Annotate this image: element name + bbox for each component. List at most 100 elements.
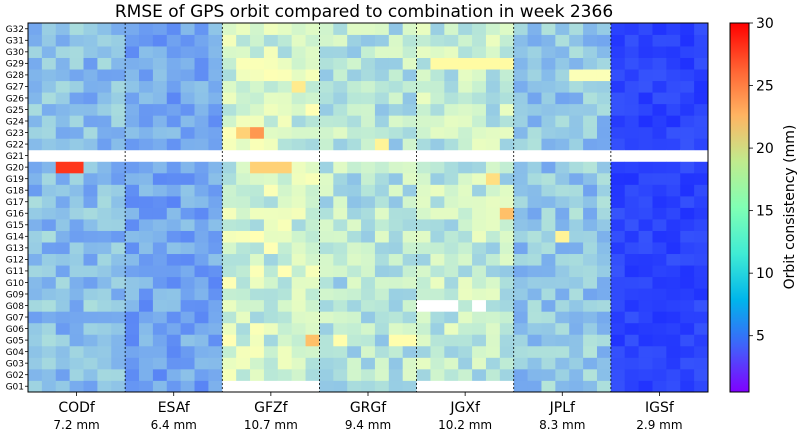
heatmap-cell [374, 126, 390, 139]
heatmap-cell [180, 230, 195, 243]
heatmap-cell [83, 172, 98, 185]
heatmap-cell [305, 299, 320, 312]
heatmap-cell [55, 276, 71, 289]
heatmap-cell [624, 311, 640, 324]
heatmap-cell [388, 311, 404, 324]
heatmap-cell [541, 184, 556, 197]
heatmap-cell [416, 311, 431, 324]
heatmap-cell [166, 126, 182, 139]
heatmap-cell [361, 345, 376, 358]
heatmap-cell [180, 34, 195, 47]
heatmap-cell [513, 288, 528, 301]
heatmap-cell [28, 115, 43, 128]
heatmap-cell [125, 115, 140, 128]
heatmap-cell [236, 103, 251, 116]
heatmap-cell [402, 34, 417, 47]
heatmap-cell [624, 368, 640, 381]
heatmap-cell [41, 138, 57, 151]
heatmap-cell [319, 138, 334, 151]
heatmap-cell [638, 207, 653, 220]
heatmap-cell [610, 357, 626, 370]
heatmap-cell [333, 126, 348, 139]
heatmap-cell [638, 345, 653, 358]
heatmap-cell [97, 195, 112, 208]
heatmap-cell [125, 219, 140, 231]
heatmap-cell [555, 103, 570, 116]
heatmap-cell [208, 276, 223, 289]
y-tick-label: G30 [6, 48, 25, 58]
heatmap-cell [610, 172, 626, 185]
heatmap-cell [666, 23, 681, 35]
heatmap-cell [416, 334, 431, 347]
heatmap-cell [291, 138, 306, 151]
center-name-label: CODf [58, 400, 96, 416]
heatmap-cell [333, 115, 348, 128]
heatmap-cell [652, 126, 667, 139]
heatmap-cell [347, 92, 362, 105]
heatmap-cell [347, 230, 362, 243]
heatmap-cell [485, 322, 501, 335]
heatmap-cell [319, 103, 334, 116]
heatmap-cell [694, 380, 709, 393]
heatmap-cell [374, 46, 390, 58]
heatmap-cell [596, 80, 612, 93]
heatmap-cell [652, 149, 667, 162]
heatmap-cell [41, 230, 57, 243]
heatmap-cell [97, 253, 112, 266]
heatmap-cell [41, 149, 57, 162]
heatmap-cell [333, 23, 348, 35]
heatmap-cell [250, 334, 265, 347]
heatmap-cell [333, 253, 348, 266]
heatmap-cell [291, 253, 306, 266]
heatmap-cell [152, 345, 168, 358]
heatmap-cell [69, 103, 84, 116]
heatmap-cell [139, 322, 154, 335]
heatmap-cell [430, 345, 445, 358]
heatmap-cell [222, 345, 237, 358]
heatmap-cell [485, 288, 501, 301]
heatmap-cell [41, 265, 57, 278]
heatmap-cell [55, 172, 71, 185]
heatmap-cell [374, 115, 390, 128]
heatmap-cell [28, 172, 43, 185]
heatmap-cell [499, 115, 515, 128]
heatmap-cell [152, 368, 168, 381]
heatmap-cell [416, 288, 431, 301]
heatmap-cell [41, 103, 57, 116]
heatmap-cell [125, 126, 140, 139]
heatmap-cell [374, 322, 390, 335]
heatmap-cell [236, 311, 251, 324]
heatmap-cell [166, 23, 182, 35]
heatmap-cell [555, 34, 570, 47]
heatmap-cell [139, 69, 154, 82]
heatmap-cell [83, 219, 98, 231]
heatmap-cell [69, 195, 84, 208]
heatmap-cell [250, 207, 265, 220]
heatmap-cell [28, 46, 43, 58]
heatmap-cell [69, 80, 84, 93]
heatmap-cell [139, 345, 154, 358]
heatmap-cell [194, 311, 209, 324]
heatmap-cell [347, 253, 362, 266]
heatmap-cell [569, 23, 584, 35]
heatmap-cell [333, 138, 348, 151]
heatmap-cell [527, 357, 542, 370]
heatmap-cell [583, 253, 598, 266]
heatmap-cell [139, 357, 154, 370]
heatmap-cell [638, 103, 653, 116]
heatmap-cell [194, 242, 209, 255]
heatmap-cell [569, 242, 584, 255]
y-tick-label: G10 [6, 279, 25, 289]
heatmap-cell [69, 276, 84, 289]
heatmap-cell [638, 46, 653, 58]
heatmap-cell [83, 265, 98, 278]
heatmap-cell [319, 380, 334, 393]
heatmap-cell [180, 69, 195, 82]
heatmap-cell [680, 23, 695, 35]
heatmap-cell [305, 207, 320, 220]
heatmap-cell [152, 149, 168, 162]
heatmap-cell [194, 46, 209, 58]
heatmap-cell [291, 242, 306, 255]
heatmap-cell [388, 207, 404, 220]
heatmap-cell [277, 184, 293, 197]
